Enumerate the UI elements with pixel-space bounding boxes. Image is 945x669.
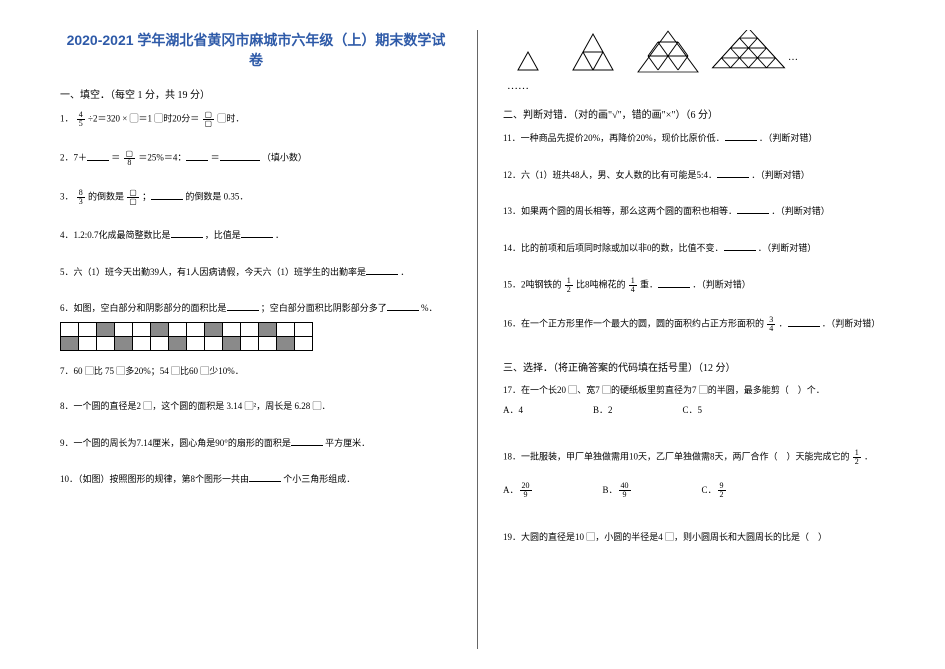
section-2-heading: 二、判断对错．（对的画"√"，错的画"×"）（6 分）	[503, 106, 895, 121]
section-1-heading: 一、填空．（每空 1 分，共 19 分）	[60, 86, 452, 101]
option-18-b: B．409	[603, 482, 632, 499]
blank	[366, 265, 398, 275]
question-5: 5．六（1）班今天出勤39人，有1人因病请假，今天六（1）班学生的出勤率是 ．	[60, 265, 452, 280]
blank	[171, 228, 203, 238]
question-14: 14．比的前项和后项同时除或加以非0的数，比值不变． ．（判断对错）	[503, 241, 895, 256]
question-17: 17．在一个长20 ▢、宽7 ▢的硬纸板里剪直径为7 ▢的半圆，最多能剪（ ）个…	[503, 384, 895, 417]
blank	[227, 301, 259, 311]
question-10: 10．（如图）按照图形的规律，第8个图形一共由 个小三角形组成．	[60, 472, 452, 487]
grid-row	[61, 336, 313, 350]
section-3-heading: 三、选择．（将正确答案的代码填在括号里）（12 分）	[503, 359, 895, 374]
option-17-b: B．2	[593, 404, 613, 418]
option-17-c: C．5	[683, 404, 703, 418]
question-11: 11．一种商品先提价20%，再降价20%，现价比原价低． ．（判断对错）	[503, 131, 895, 146]
question-18: 18．一批服装，甲厂单独做需用10天，乙厂单独做需8天，两厂合作（ ）天能完成它…	[503, 449, 895, 499]
option-17-a: A．4	[503, 404, 523, 418]
option-18-a: A．209	[503, 482, 533, 499]
question-2: 2．7＋ ＝ ▢8 ＝25%＝4： ＝ （填小数）	[60, 150, 452, 167]
blank	[220, 151, 260, 161]
blank	[241, 228, 273, 238]
triangle-svg: …	[503, 30, 803, 80]
fraction-8-3: 83	[77, 189, 85, 206]
question-1: 1． 45 ÷2＝320 × ▢＝1 ▢时20分＝ ▢▢ ▢时．	[60, 111, 452, 128]
blank	[717, 168, 749, 178]
blank	[737, 204, 769, 214]
fraction-3-4: 34	[767, 316, 775, 333]
option-18-c: C．92	[702, 482, 727, 499]
blank	[725, 131, 757, 141]
question-4: 4．1.2:0.7化成最简整数比是 ，比值是 ．	[60, 228, 452, 243]
grid-table	[60, 322, 313, 351]
fraction-4-5: 45	[77, 111, 85, 128]
question-12: 12．六（1）班共48人，男、女人数的比有可能是5:4． ．（判断对错）	[503, 168, 895, 183]
exam-title: 2020-2021 学年湖北省黄冈市麻城市六年级（上）期末数学试卷	[60, 30, 452, 70]
grid-figure	[60, 322, 452, 351]
blank	[87, 151, 109, 161]
blank	[387, 301, 419, 311]
triangle-sequence-figure: … ……	[503, 30, 895, 92]
question-13: 13．如果两个圆的周长相等，那么这两个圆的面积也相等． ．（判断对错）	[503, 204, 895, 219]
question-9: 9．一个圆的周长为7.14厘米，圆心角是90°的扇形的面积是 平方厘米．	[60, 436, 452, 451]
options-18: A．209 B．409 C．92	[503, 482, 895, 499]
exam-page: 2020-2021 学年湖北省黄冈市麻城市六年级（上）期末数学试卷 一、填空．（…	[0, 0, 945, 669]
options-17: A．4 B．2 C．5	[503, 404, 895, 418]
question-6: 6．如图，空白部分和阴影部分的面积比是 ；空白部分面积比阴影部分多了 %．	[60, 301, 452, 351]
blank	[724, 241, 756, 251]
blank	[788, 317, 820, 327]
ellipsis-text: ……	[507, 80, 529, 92]
question-7: 7．60 ▢比 75 ▢多20%；54 ▢比60 ▢少10%．	[60, 365, 452, 379]
question-19: 19．大圆的直径是10 ▢，小圆的半径是4 ▢，则小圆周长和大圆周长的比是（ ）	[503, 531, 895, 545]
question-15: 15．2吨钢铁的 12 比8吨棉花的 14 重． ．（判断对错）	[503, 277, 895, 294]
right-column: … …… 二、判断对错．（对的画"√"，错的画"×"）（6 分） 11．一种商品…	[478, 30, 895, 649]
blank	[658, 278, 690, 288]
fraction-1-2b: 12	[853, 449, 861, 466]
question-8: 8．一个圆的直径是2 ▢，这个圆的面积是 3.14 ▢²，周长是 6.28 ▢．	[60, 400, 452, 414]
blank	[151, 190, 183, 200]
question-16: 16．在一个正方形里作一个最大的圆，圆的面积约占正方形面积的 34 ． ．（判断…	[503, 316, 895, 333]
blank	[186, 151, 208, 161]
fraction-1-2: 12	[565, 277, 573, 294]
question-3: 3． 83 的倒数是 ▢▢ ； 的倒数是 0.35．	[60, 189, 452, 206]
blank	[249, 472, 281, 482]
fraction-1-4: 14	[629, 277, 637, 294]
blank	[291, 436, 323, 446]
ellipsis: …	[788, 52, 798, 63]
left-column: 2020-2021 学年湖北省黄冈市麻城市六年级（上）期末数学试卷 一、填空．（…	[60, 30, 477, 649]
grid-row	[61, 322, 313, 336]
